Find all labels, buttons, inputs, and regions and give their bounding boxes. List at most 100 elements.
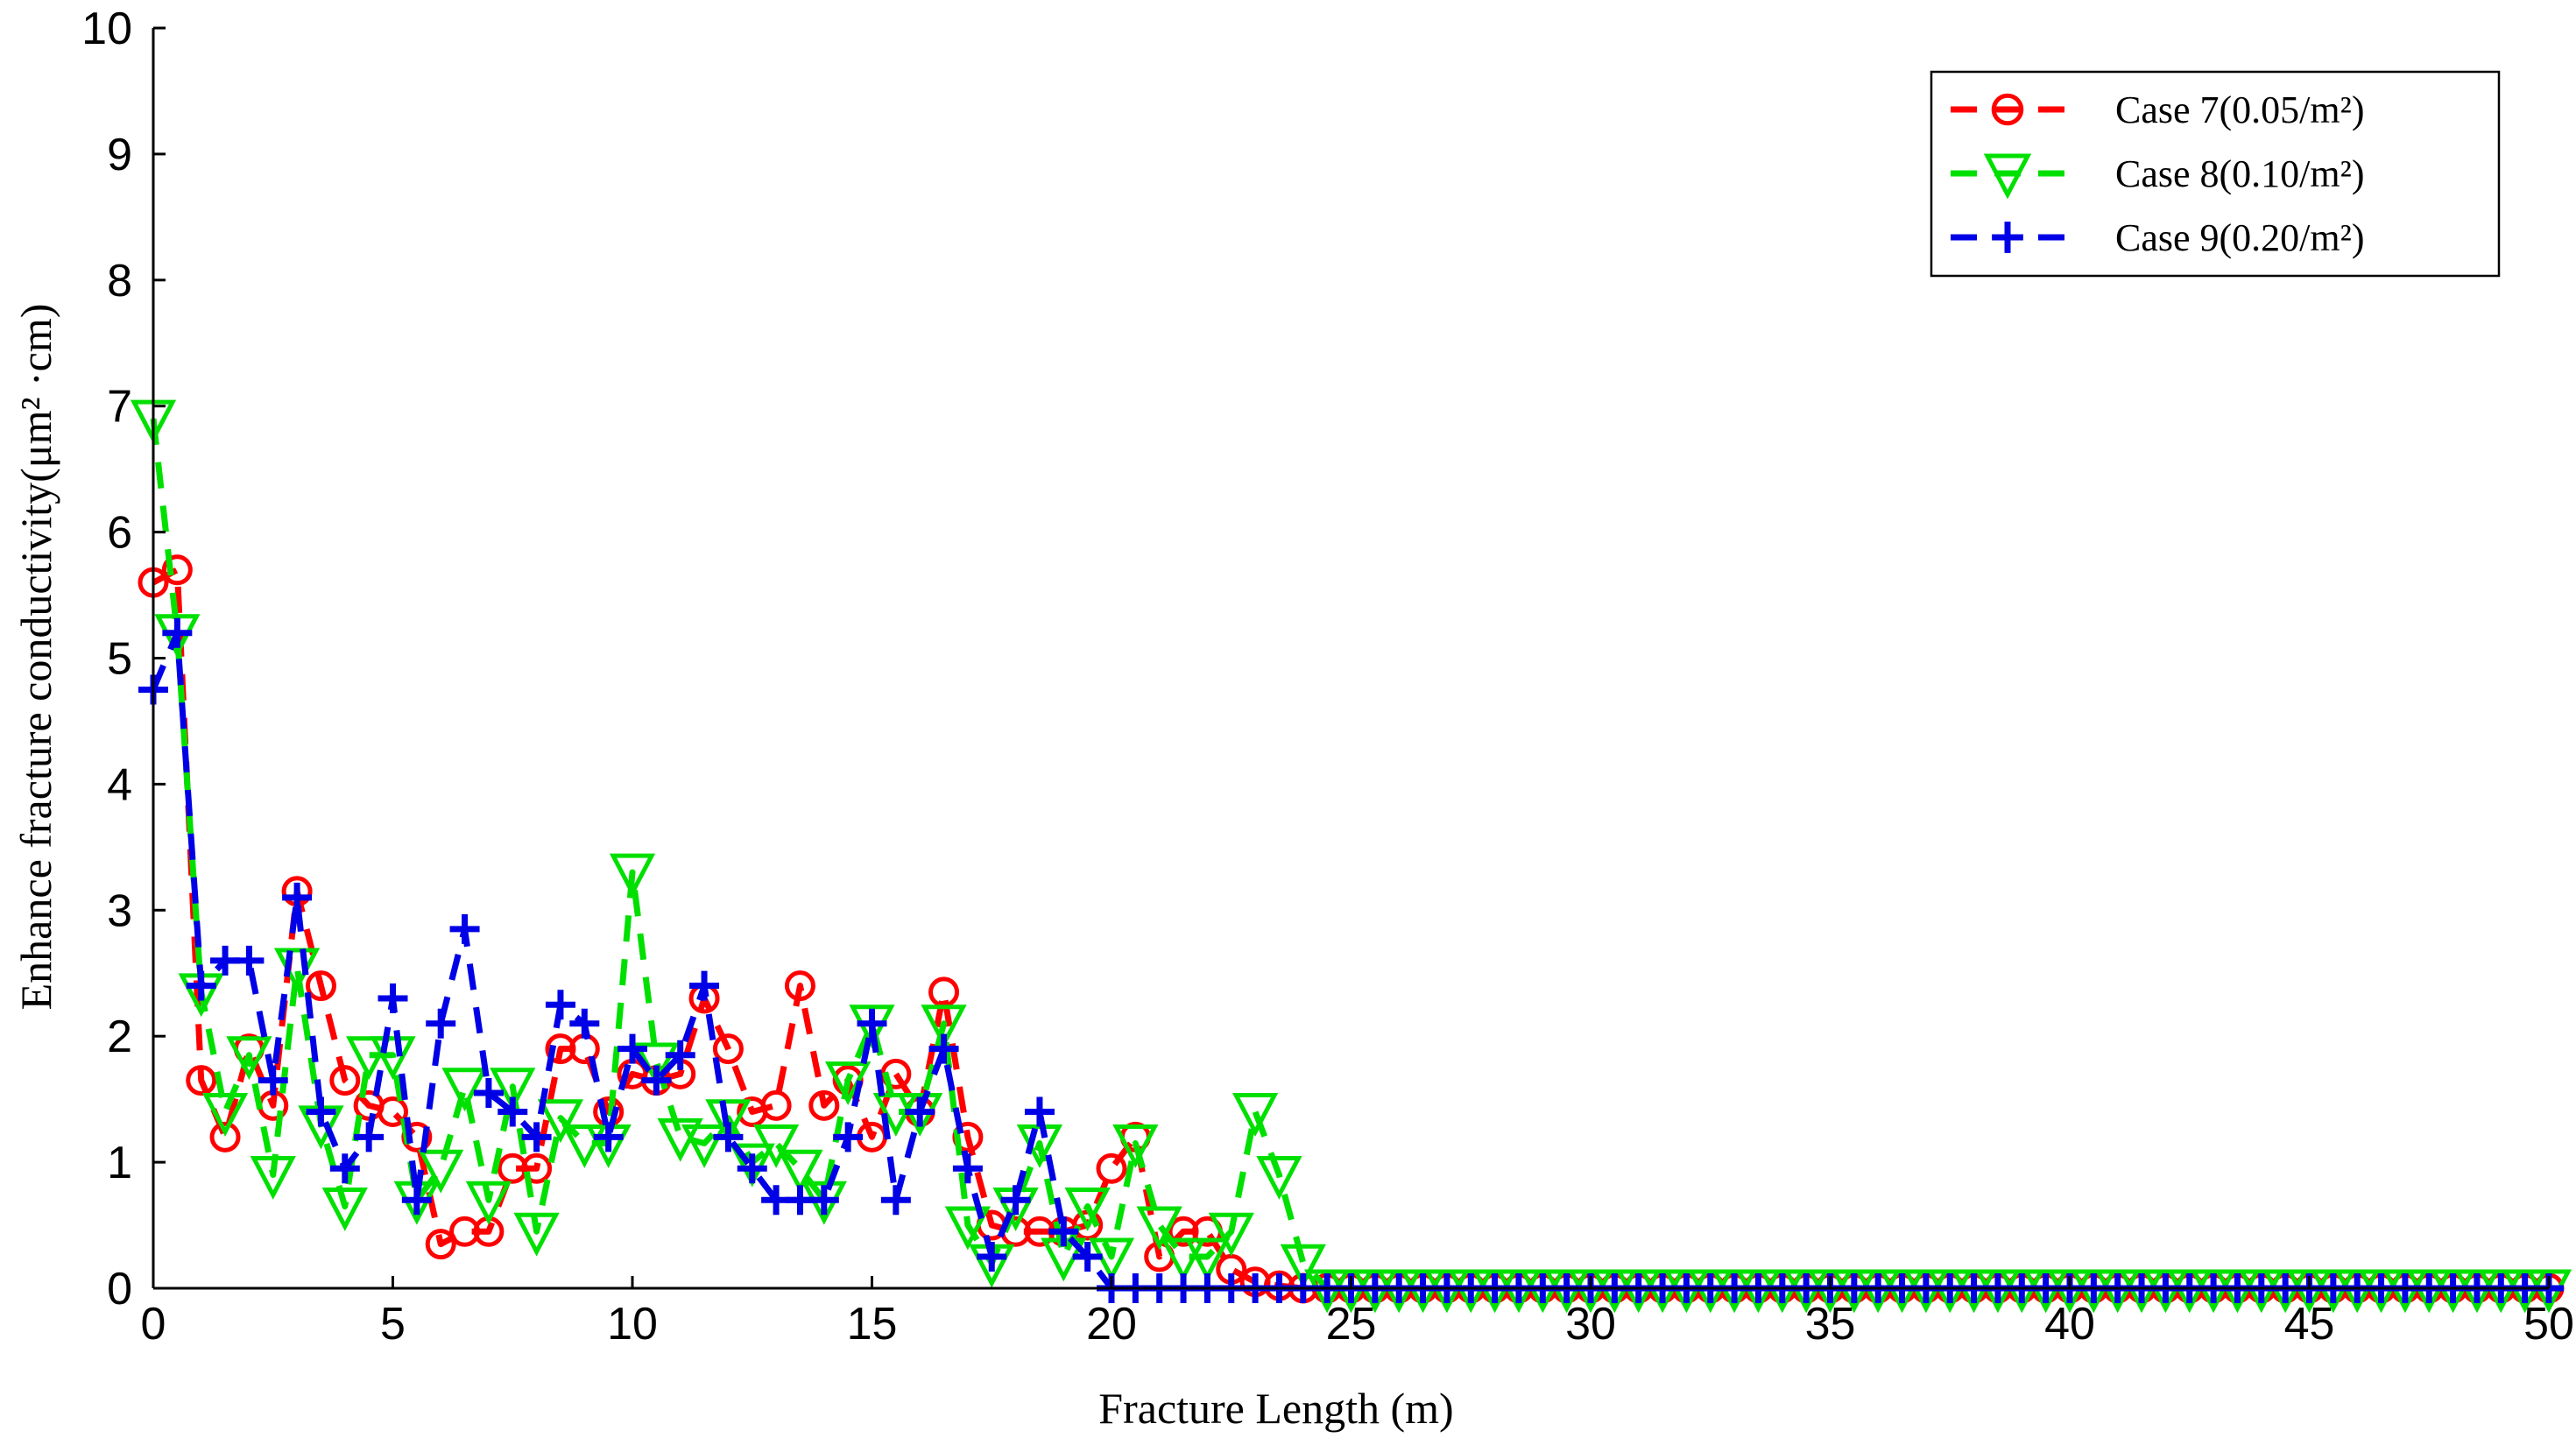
data-point xyxy=(234,945,265,976)
legend-marker xyxy=(1992,222,2023,253)
y-tick-label: 8 xyxy=(107,256,132,307)
x-tick-label: 15 xyxy=(847,1299,898,1350)
data-point xyxy=(618,1033,647,1064)
data-point xyxy=(201,1093,249,1137)
y-tick-label: 1 xyxy=(107,1138,132,1188)
y-tick-label: 7 xyxy=(107,382,132,433)
data-point xyxy=(1168,1216,1199,1247)
data-point xyxy=(449,1216,481,1247)
data-point xyxy=(1072,1242,1103,1272)
data-point xyxy=(521,1122,552,1152)
data-point xyxy=(737,1153,767,1184)
data-point xyxy=(321,1187,368,1231)
legend-marker xyxy=(1983,153,2032,200)
data-point xyxy=(713,1122,744,1152)
data-point xyxy=(418,1149,464,1194)
y-tick-label: 6 xyxy=(107,508,132,559)
x-tick-label: 50 xyxy=(2523,1299,2574,1350)
data-point xyxy=(282,882,313,913)
y-tick-label: 3 xyxy=(107,885,132,936)
data-point xyxy=(681,1124,728,1168)
x-axis-title: Fracture Length (m) xyxy=(1098,1384,1453,1433)
data-point xyxy=(1136,1206,1182,1251)
data-point xyxy=(370,1036,416,1081)
y-tick-label: 0 xyxy=(107,1264,132,1315)
data-point xyxy=(1256,1155,1302,1200)
data-point xyxy=(952,1153,983,1184)
legend-entry: Case 9(0.20/m²) xyxy=(1946,216,2364,259)
data-point xyxy=(465,1181,512,1225)
series-line xyxy=(152,567,2549,1292)
legend: Case 7(0.05/m²) Case 8(0.10/m²) Case 9(0.2… xyxy=(1930,70,2501,278)
data-point xyxy=(808,1185,839,1216)
y-tick-label: 9 xyxy=(107,130,132,180)
data-point xyxy=(426,1008,456,1039)
data-point xyxy=(329,1065,361,1096)
data-point xyxy=(161,554,193,586)
data-point xyxy=(977,1242,1007,1272)
x-tick-label: 20 xyxy=(1086,1299,1137,1350)
data-point xyxy=(1048,1216,1079,1247)
y-axis-title: Enhance fracture conductivity(μm² ·cm) xyxy=(11,304,60,1011)
data-point xyxy=(1000,1185,1031,1216)
y-tick-label: 2 xyxy=(107,1012,132,1062)
y-tick-label: 5 xyxy=(107,634,132,685)
y-tick-label: 10 xyxy=(81,4,132,54)
data-point xyxy=(1184,1237,1231,1282)
data-point xyxy=(921,1004,967,1049)
data-point xyxy=(561,1124,608,1168)
data-point xyxy=(490,1068,536,1112)
data-point xyxy=(162,617,193,648)
data-point xyxy=(306,1096,336,1127)
data-point xyxy=(378,1096,408,1128)
x-tick-label: 5 xyxy=(380,1299,406,1350)
data-point xyxy=(258,1065,288,1096)
legend-box xyxy=(1930,70,2501,278)
x-tick-label: 25 xyxy=(1326,1299,1377,1350)
x-tick-label: 30 xyxy=(1565,1299,1616,1350)
data-point xyxy=(1024,1096,1055,1127)
data-point xyxy=(784,970,815,1002)
data-point xyxy=(1232,1093,1279,1137)
x-tick-label: 35 xyxy=(1805,1299,1856,1350)
data-point xyxy=(833,1122,864,1152)
data-point xyxy=(777,1149,823,1194)
data-point xyxy=(545,1033,576,1065)
data-point xyxy=(186,970,216,1001)
data-point xyxy=(1160,1237,1207,1282)
data-point xyxy=(705,1099,752,1144)
legend-entry: Case 8(0.10/m²) xyxy=(1946,152,2364,200)
data-point xyxy=(1208,1212,1254,1257)
data-point xyxy=(441,1068,488,1112)
data-point xyxy=(928,1033,959,1064)
data-point xyxy=(401,1185,432,1216)
legend-marker xyxy=(1991,93,2024,126)
data-point xyxy=(880,1185,911,1216)
legend-entry: Case 7(0.05/m²) xyxy=(1946,88,2364,131)
data-point xyxy=(346,1036,392,1081)
data-point xyxy=(305,970,336,1002)
data-point xyxy=(537,1099,584,1144)
x-tick-label: 45 xyxy=(2284,1299,2335,1350)
data-point xyxy=(609,853,656,898)
y-tick-label: 4 xyxy=(107,759,132,810)
data-point xyxy=(760,1089,792,1121)
data-point xyxy=(378,983,408,1014)
data-point xyxy=(521,1152,553,1184)
data-point xyxy=(689,970,720,1001)
data-point xyxy=(641,1065,672,1096)
data-point xyxy=(905,1096,935,1127)
data-point xyxy=(1096,1152,1127,1184)
data-point xyxy=(226,1036,272,1081)
data-point xyxy=(752,1124,800,1168)
data-point xyxy=(425,1229,456,1260)
data-point xyxy=(665,1040,695,1070)
data-point xyxy=(250,1155,296,1200)
legend-label: Case 9(0.20/m²) xyxy=(2115,216,2364,259)
data-point xyxy=(1280,1244,1326,1288)
x-tick-label: 40 xyxy=(2044,1299,2095,1350)
data-point xyxy=(329,1153,360,1184)
data-point xyxy=(1112,1124,1159,1168)
data-point xyxy=(209,1121,241,1152)
